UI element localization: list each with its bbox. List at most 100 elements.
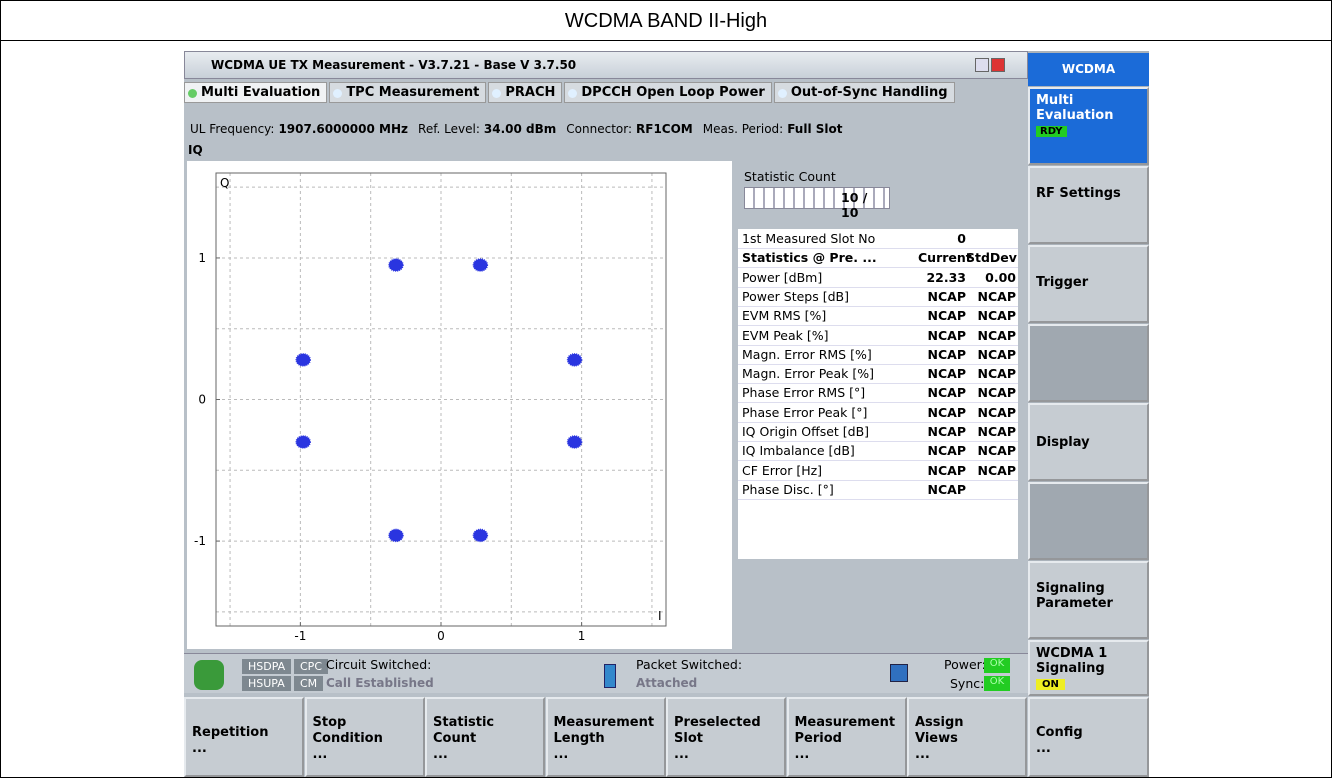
table-cell: NCAP (977, 288, 1016, 304)
table-cell: 0.00 (985, 269, 1016, 285)
info-label: Meas. Period: (702, 122, 784, 136)
wcdma1-signaling-button[interactable]: WCDMA 1 Signaling ON (1028, 640, 1149, 696)
table-cell: Current (918, 250, 972, 266)
table-cell: NCAP (977, 385, 1016, 401)
table-cell: 22.33 (926, 269, 966, 285)
x-tick-label: 1 (578, 629, 586, 643)
softkey[interactable]: Repetition ... (184, 697, 304, 777)
table-cell: NCAP (977, 346, 1016, 362)
table-cell: NCAP (927, 443, 966, 459)
hsupa-tag: HSUPA (242, 676, 291, 691)
softkey[interactable]: Preselected Slot ... (666, 697, 786, 777)
view-label: IQ (188, 143, 203, 157)
circuit-label: Circuit Switched: (326, 657, 432, 672)
status-bar: HSDPA CPC Circuit Switched: HSUPA CM Cal… (184, 653, 1028, 693)
on-state: ON (1036, 679, 1065, 690)
results-panel: Statistic Count 10 / 10 1st Measured Slo… (732, 161, 1028, 649)
rdy-state: RDY (1036, 126, 1067, 137)
softkey[interactable]: Stop Condition ... (304, 697, 425, 777)
row-line (738, 248, 1018, 249)
table-cell: NCAP (927, 288, 966, 304)
table-cell: Magn. Error Peak [%] (742, 366, 874, 382)
close-button[interactable] (991, 58, 1005, 72)
menu-header: WCDMA (1028, 53, 1149, 86)
softkey[interactable]: Config ... (1028, 697, 1149, 777)
iq-cluster (566, 353, 583, 367)
minimize-button[interactable] (975, 58, 989, 72)
table-cell: NCAP (977, 424, 1016, 439)
tab[interactable]: DPCCH Open Loop Power (564, 82, 772, 103)
table-cell: Power Steps [dB] (742, 288, 849, 304)
y-axis-label: Q (220, 176, 229, 190)
iq-cluster (295, 435, 311, 449)
softkey[interactable]: Assign Views ... (907, 697, 1027, 777)
row-line (738, 363, 1018, 365)
table-cell: Statistics @ Pre. ... (742, 250, 877, 266)
table-cell: CF Error [Hz] (742, 462, 823, 478)
tab[interactable]: Out-of-Sync Handling (773, 82, 955, 103)
table-cell: NCAP (977, 366, 1016, 382)
table-cell: EVM RMS [%] (742, 308, 827, 324)
softkey[interactable]: Measurement Length ... (545, 697, 666, 777)
button-label: Signaling Parameter (1036, 581, 1113, 611)
table-cell: Power [dBm] (742, 269, 823, 285)
tab[interactable]: Multi Evaluation (184, 82, 328, 103)
power-state: OK (984, 658, 1010, 673)
cm-tag: CM (294, 676, 324, 691)
iq-cluster (388, 258, 404, 272)
table-cell: NCAP (927, 481, 966, 497)
info-value: Full Slot (787, 122, 843, 136)
info-value: RF1COM (636, 122, 693, 136)
table-cell: NCAP (977, 404, 1016, 420)
statistic-value: 10 / 10 (841, 190, 868, 220)
row-line (738, 305, 1018, 307)
tab[interactable]: PRACH (488, 82, 563, 103)
iq-cluster (472, 258, 489, 272)
info-line: UL Frequency: 1907.6000000 MHz Ref. Level:… (190, 122, 843, 136)
table-cell: NCAP (927, 346, 966, 362)
tab[interactable]: TPC Measurement (329, 82, 487, 103)
row-line (738, 325, 1018, 327)
softkey-bar: Repetition ... Stop Condition ... Statisti… (184, 697, 1149, 777)
row-line (738, 286, 1018, 288)
table-cell: NCAP (927, 424, 966, 439)
table-cell: Magn. Error RMS [%] (742, 346, 872, 362)
y-tick-label: 0 (198, 393, 206, 407)
rf-settings-button[interactable]: RF Settings (1028, 166, 1149, 244)
statistic-label: Statistic Count (744, 169, 836, 184)
sync-label: Sync: (950, 676, 985, 691)
softkey[interactable]: Statistic Count ... (425, 697, 545, 777)
window-title: WCDMA UE TX Measurement - V3.7.21 - Base… (211, 58, 577, 72)
signaling-parameter-button[interactable]: Signaling Parameter (1028, 561, 1149, 639)
antenna-icon (194, 660, 224, 690)
table-cell: IQ Imbalance [dB] (742, 443, 855, 459)
table-cell: NCAP (977, 443, 1016, 459)
table-cell: EVM Peak [%] (742, 327, 829, 343)
table-cell: NCAP (977, 308, 1016, 324)
tab-bar: Multi Evaluation TPC Measurement PRACH DPCC… (184, 81, 1028, 105)
table-cell: NCAP (927, 327, 966, 343)
display-button[interactable]: Display (1028, 403, 1149, 481)
screen: WCDMA UE TX Measurement - V3.7.21 - Base… (184, 51, 1149, 777)
table-cell: NCAP (927, 462, 966, 478)
info-value: 1907.6000000 MHz (278, 122, 409, 136)
results-table: 1st Measured Slot No 0 Statistics @ Pre. .… (738, 229, 1018, 559)
plot-panel: -1 0 1 1 0 -1 Q I (187, 161, 732, 649)
softkey[interactable]: Measurement Period ... (786, 697, 907, 777)
cpc-tag: CPC (294, 659, 328, 674)
multi-evaluation-button[interactable]: Multi Evaluation RDY (1028, 87, 1149, 165)
table-cell: NCAP (927, 385, 966, 401)
table-cell: NCAP (927, 366, 966, 382)
x-axis-label: I (658, 609, 662, 623)
table-cell: NCAP (927, 308, 966, 324)
info-value: 34.00 dBm (483, 122, 557, 136)
table-cell: Phase Error Peak [°] (742, 404, 868, 420)
x-tick-label: 0 (437, 629, 445, 643)
statistic-bar: 10 / 10 (744, 187, 890, 220)
page-title: WCDMA BAND II-High (1, 1, 1331, 41)
trigger-button[interactable]: Trigger (1028, 245, 1149, 323)
iq-cluster (472, 528, 489, 543)
row-line (738, 498, 1018, 500)
button-label: Display (1036, 435, 1090, 450)
